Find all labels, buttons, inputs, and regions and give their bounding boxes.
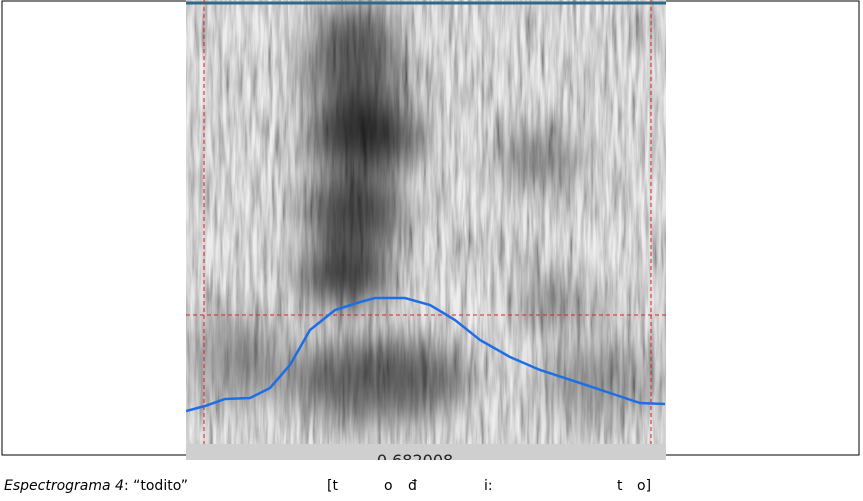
spectrogram xyxy=(186,0,666,444)
phone: o] xyxy=(637,478,651,494)
phone: [t xyxy=(327,478,338,494)
transcription: [t o đ i: t o] xyxy=(327,478,651,494)
pitch-contour xyxy=(186,296,666,413)
phone: đ xyxy=(408,478,417,494)
caption-label: Espectrograma 4 xyxy=(4,478,124,494)
caption: Espectrograma 4: “todito” xyxy=(4,478,188,494)
phone: t xyxy=(617,478,623,494)
time-readout: 0.682008 xyxy=(377,451,453,470)
time-bar: 0.682008 xyxy=(186,444,666,470)
phone: i: xyxy=(484,478,493,494)
caption-text: : “todito” xyxy=(124,478,188,494)
phone: o xyxy=(384,478,393,494)
